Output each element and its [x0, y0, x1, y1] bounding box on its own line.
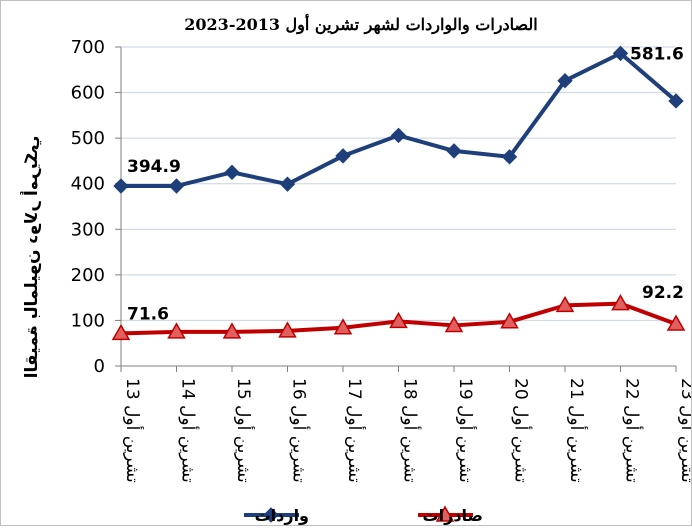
- x-tick-label: تشرين أول 14: [178, 378, 200, 483]
- data-point: [557, 73, 573, 89]
- y-tick-label: 400: [71, 174, 105, 195]
- data-point: [668, 93, 684, 109]
- data-point: [224, 164, 240, 181]
- y-axis-label: القيمة بالمليون دولار أمريكي: [20, 136, 42, 379]
- data-point: [222, 322, 242, 339]
- x-tick-label: تشرين أول 22: [622, 378, 644, 483]
- data-point: [168, 178, 185, 194]
- data-point: [333, 318, 353, 335]
- x-tick-label: تشرين أول 20: [511, 378, 533, 483]
- y-tick-label: 200: [71, 265, 105, 286]
- x-tick-label: تشرين أول 18: [400, 378, 422, 483]
- data-label: 71.6: [127, 304, 169, 324]
- series-1: [111, 294, 686, 341]
- x-tick-label: تشرين أول 17: [344, 378, 366, 483]
- legend: واردات صادرات: [244, 505, 483, 525]
- x-tick-label: تشرين أول 21: [566, 378, 588, 483]
- data-point: [500, 312, 519, 329]
- data-point: [279, 176, 296, 192]
- x-tick-label: تشرين أول 19: [455, 378, 477, 483]
- data-label: 394.9: [127, 157, 181, 177]
- data-point: [612, 45, 629, 62]
- legend-label: واردات: [255, 506, 309, 525]
- data-point: [611, 294, 630, 311]
- data-point: [113, 178, 129, 194]
- y-tick-label: 500: [71, 128, 105, 149]
- data-point: [111, 323, 131, 341]
- x-tick-label: تشرين أول 23: [677, 378, 691, 483]
- data-point: [444, 315, 464, 333]
- data-point: [278, 321, 297, 338]
- data-point: [389, 311, 408, 329]
- y-tick-label: 0: [94, 356, 105, 377]
- data-point: [390, 127, 407, 144]
- y-tick-label: 300: [71, 219, 105, 240]
- x-tick-label: تشرين أول 16: [289, 378, 311, 483]
- data-label: 581.6: [630, 44, 684, 64]
- data-label: 92.2: [642, 283, 684, 303]
- data-point: [335, 148, 351, 164]
- legend-label: صادرات: [423, 506, 483, 525]
- data-point: [501, 149, 518, 165]
- data-point: [666, 314, 686, 331]
- data-labels: 394.9 581.6 71.6 92.2: [127, 44, 684, 324]
- y-axis-ticks: 0 100 200 300 400 500 600 700: [71, 37, 121, 377]
- x-tick-label: تشرين أول 13: [122, 378, 144, 483]
- legend-marker: [263, 507, 279, 523]
- y-tick-label: 100: [71, 310, 105, 331]
- y-tick-label: 700: [71, 37, 105, 58]
- data-point: [167, 322, 186, 339]
- chart-title: الصادرات والواردات لشهر تشرين أول 2013-2…: [184, 13, 537, 35]
- x-axis-ticks: تشرين أول 13 تشرين أول 14 تشرين أول 15 تشري…: [120, 366, 692, 483]
- x-tick-label: تشرين أول 15: [233, 378, 255, 483]
- legend-marker: [435, 505, 455, 522]
- series-layer: [111, 45, 686, 341]
- data-point: [446, 143, 462, 159]
- y-tick-label: 600: [71, 83, 105, 104]
- data-point: [555, 295, 575, 313]
- series-line: [120, 51, 678, 189]
- series-0: [113, 45, 684, 194]
